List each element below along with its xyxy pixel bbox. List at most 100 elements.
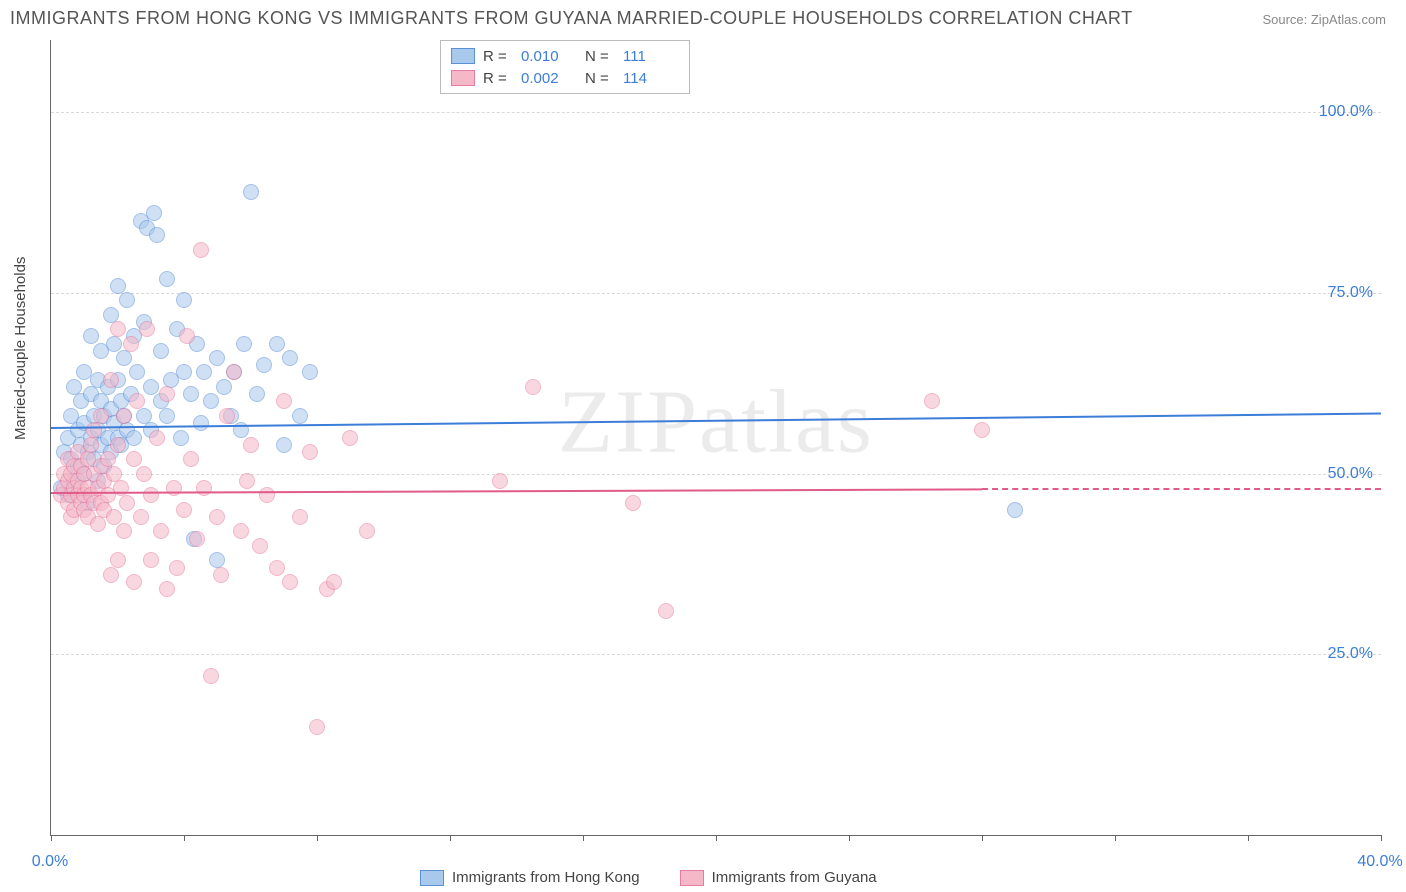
- data-point: [166, 480, 182, 496]
- data-point: [276, 437, 292, 453]
- x-tick: [849, 835, 850, 841]
- r-label: R =: [483, 70, 513, 87]
- data-point: [159, 408, 175, 424]
- data-point: [136, 466, 152, 482]
- x-tick: [51, 835, 52, 841]
- data-point: [106, 336, 122, 352]
- data-point: [302, 444, 318, 460]
- data-point: [103, 567, 119, 583]
- data-point: [236, 336, 252, 352]
- data-point: [153, 343, 169, 359]
- data-point: [176, 292, 192, 308]
- data-point: [216, 379, 232, 395]
- data-point: [126, 451, 142, 467]
- data-point: [203, 393, 219, 409]
- data-point: [256, 357, 272, 373]
- data-point: [233, 523, 249, 539]
- data-point: [183, 451, 199, 467]
- data-point: [106, 509, 122, 525]
- data-point: [149, 227, 165, 243]
- x-tick: [1381, 835, 1382, 841]
- y-tick-label: 75.0%: [1328, 284, 1373, 302]
- data-point: [159, 386, 175, 402]
- data-point: [282, 350, 298, 366]
- data-point: [193, 242, 209, 258]
- legend-stats: R =0.010N =111R =0.002N =114: [440, 40, 690, 94]
- y-tick-label: 100.0%: [1319, 103, 1373, 121]
- data-point: [209, 350, 225, 366]
- data-point: [116, 523, 132, 539]
- n-value: 114: [623, 70, 679, 87]
- data-point: [159, 271, 175, 287]
- data-point: [276, 393, 292, 409]
- data-point: [143, 552, 159, 568]
- data-point: [83, 437, 99, 453]
- gridline: [51, 293, 1381, 294]
- data-point: [116, 350, 132, 366]
- data-point: [110, 278, 126, 294]
- data-point: [658, 603, 674, 619]
- data-point: [259, 487, 275, 503]
- legend-series: Immigrants from Hong KongImmigrants from…: [420, 869, 877, 886]
- x-tick: [716, 835, 717, 841]
- data-point: [129, 364, 145, 380]
- n-label: N =: [585, 48, 615, 65]
- data-point: [243, 437, 259, 453]
- trend-line-dashed: [982, 488, 1381, 490]
- r-value: 0.010: [521, 48, 577, 65]
- data-point: [282, 574, 298, 590]
- y-tick-label: 50.0%: [1328, 465, 1373, 483]
- data-point: [129, 393, 145, 409]
- data-point: [219, 408, 235, 424]
- data-point: [525, 379, 541, 395]
- trend-line: [51, 412, 1381, 428]
- legend-item: Immigrants from Hong Kong: [420, 869, 640, 886]
- data-point: [93, 408, 109, 424]
- data-point: [179, 328, 195, 344]
- data-point: [302, 364, 318, 380]
- data-point: [209, 509, 225, 525]
- data-point: [83, 328, 99, 344]
- data-point: [126, 574, 142, 590]
- data-point: [173, 430, 189, 446]
- r-label: R =: [483, 48, 513, 65]
- x-tick: [450, 835, 451, 841]
- data-point: [153, 523, 169, 539]
- data-point: [116, 408, 132, 424]
- x-tick: [184, 835, 185, 841]
- data-point: [159, 581, 175, 597]
- x-tick: [317, 835, 318, 841]
- x-tick-label: 40.0%: [1357, 853, 1402, 871]
- data-point: [146, 205, 162, 221]
- data-point: [123, 336, 139, 352]
- data-point: [359, 523, 375, 539]
- plot-area: ZIPatlas 25.0%50.0%75.0%100.0%: [50, 40, 1381, 836]
- data-point: [189, 531, 205, 547]
- data-point: [239, 473, 255, 489]
- legend-swatch: [451, 70, 475, 86]
- data-point: [196, 364, 212, 380]
- y-axis-label: Married-couple Households: [12, 257, 29, 440]
- gridline: [51, 112, 1381, 113]
- data-point: [143, 487, 159, 503]
- x-tick-label: 0.0%: [32, 853, 68, 871]
- x-tick: [982, 835, 983, 841]
- legend-swatch: [451, 48, 475, 64]
- gridline: [51, 654, 1381, 655]
- data-point: [110, 321, 126, 337]
- data-point: [103, 372, 119, 388]
- data-point: [143, 379, 159, 395]
- data-point: [269, 336, 285, 352]
- data-point: [213, 567, 229, 583]
- data-point: [226, 364, 242, 380]
- legend-swatch: [680, 870, 704, 886]
- x-tick: [1248, 835, 1249, 841]
- x-tick: [583, 835, 584, 841]
- data-point: [133, 509, 149, 525]
- data-point: [126, 430, 142, 446]
- data-point: [110, 552, 126, 568]
- data-point: [342, 430, 358, 446]
- r-value: 0.002: [521, 70, 577, 87]
- data-point: [1007, 502, 1023, 518]
- x-tick: [1115, 835, 1116, 841]
